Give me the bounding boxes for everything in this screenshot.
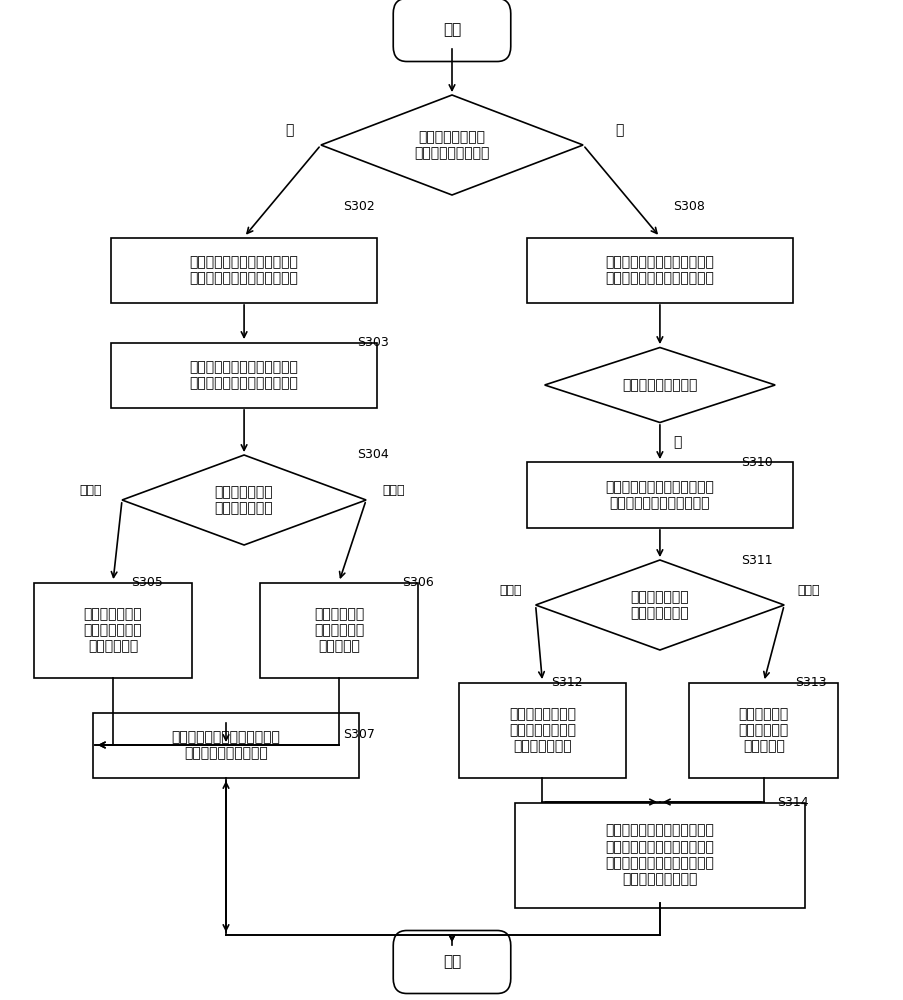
Text: S303: S303 <box>357 336 388 349</box>
Text: 遍历不同的可控负载的电抗以
获得多组发射方向向量的组合: 遍历不同的可控负载的电抗以 获得多组发射方向向量的组合 <box>605 255 713 285</box>
Text: S305: S305 <box>131 576 163 588</box>
Text: 每个资源块对
应选择一组正
交发射组合: 每个资源块对 应选择一组正 交发射组合 <box>313 607 364 653</box>
Text: S313: S313 <box>795 676 826 688</box>
FancyBboxPatch shape <box>111 342 377 408</box>
Text: S302: S302 <box>343 200 375 214</box>
FancyBboxPatch shape <box>260 582 417 678</box>
FancyBboxPatch shape <box>515 802 804 908</box>
FancyBboxPatch shape <box>34 582 191 678</box>
FancyBboxPatch shape <box>393 930 510 994</box>
Text: S314: S314 <box>777 796 808 808</box>
Text: 选择一组使得第一
路波束增益最大化
的相关发射组合: 选择一组使得第一 路波束增益最大化 的相关发射组合 <box>508 707 575 753</box>
Text: 慢衰落: 慢衰落 <box>79 484 101 496</box>
Text: S306: S306 <box>402 576 433 588</box>
Text: 是: 是 <box>284 123 293 137</box>
FancyBboxPatch shape <box>93 712 358 778</box>
Text: 判断下行链路的信
道是否处于良好状态: 判断下行链路的信 道是否处于良好状态 <box>414 130 489 160</box>
Text: 相关性是否大于阈值: 相关性是否大于阈值 <box>621 378 697 392</box>
Text: 遍历不同的可控负载的电抗以
获得多组发射方向向量的组合: 遍历不同的可控负载的电抗以 获得多组发射方向向量的组合 <box>190 255 298 285</box>
Text: 开始: 开始 <box>442 22 461 37</box>
Text: S307: S307 <box>343 728 375 742</box>
Text: 根据正交发射组合通过控制电
路调整可控负载的电抗: 根据正交发射组合通过控制电 路调整可控负载的电抗 <box>172 730 280 760</box>
Polygon shape <box>544 348 774 422</box>
Text: S312: S312 <box>551 676 582 688</box>
Polygon shape <box>321 95 582 195</box>
Text: S304: S304 <box>357 448 388 462</box>
Text: 每个资源块对
应选择一组相
关发射组合: 每个资源块对 应选择一组相 关发射组合 <box>738 707 788 753</box>
Text: 判断处于慢衰落
还是快衰落情况: 判断处于慢衰落 还是快衰落情况 <box>630 590 688 620</box>
Text: 快衰落: 快衰落 <box>382 484 404 496</box>
FancyBboxPatch shape <box>526 237 793 302</box>
FancyBboxPatch shape <box>458 682 625 778</box>
Text: S310: S310 <box>740 456 772 468</box>
Text: 慢衰落: 慢衰落 <box>499 584 521 596</box>
Text: 是: 是 <box>673 435 681 449</box>
FancyBboxPatch shape <box>526 462 793 527</box>
Text: 选择一组使得信
道容量最大化的
正交发射组合: 选择一组使得信 道容量最大化的 正交发射组合 <box>84 607 142 653</box>
Text: 遍历所获得的发射方向向量组
合获得至少一组正交发射组合: 遍历所获得的发射方向向量组 合获得至少一组正交发射组合 <box>190 360 298 390</box>
Polygon shape <box>122 455 366 545</box>
Text: S311: S311 <box>740 554 772 566</box>
Text: 根据相关发射组合通过控制电
路调整可控负载的电抗，以及
根据发射波束成型向量调整主
动天线的发射方向图: 根据相关发射组合通过控制电 路调整可控负载的电抗，以及 根据发射波束成型向量调整… <box>605 824 713 886</box>
Text: 存储该组发射方向向量组合以
构成至少一组相关发射组合: 存储该组发射方向向量组合以 构成至少一组相关发射组合 <box>605 480 713 510</box>
Text: S308: S308 <box>673 200 704 214</box>
FancyBboxPatch shape <box>688 682 838 778</box>
FancyBboxPatch shape <box>393 0 510 62</box>
Text: 快衰落: 快衰落 <box>797 584 819 596</box>
Text: 结束: 结束 <box>442 954 461 970</box>
Text: 判断处于慢衰落
还是快衰落情况: 判断处于慢衰落 还是快衰落情况 <box>215 485 273 515</box>
Polygon shape <box>535 560 783 650</box>
Text: 否: 否 <box>614 123 623 137</box>
FancyBboxPatch shape <box>111 237 377 302</box>
